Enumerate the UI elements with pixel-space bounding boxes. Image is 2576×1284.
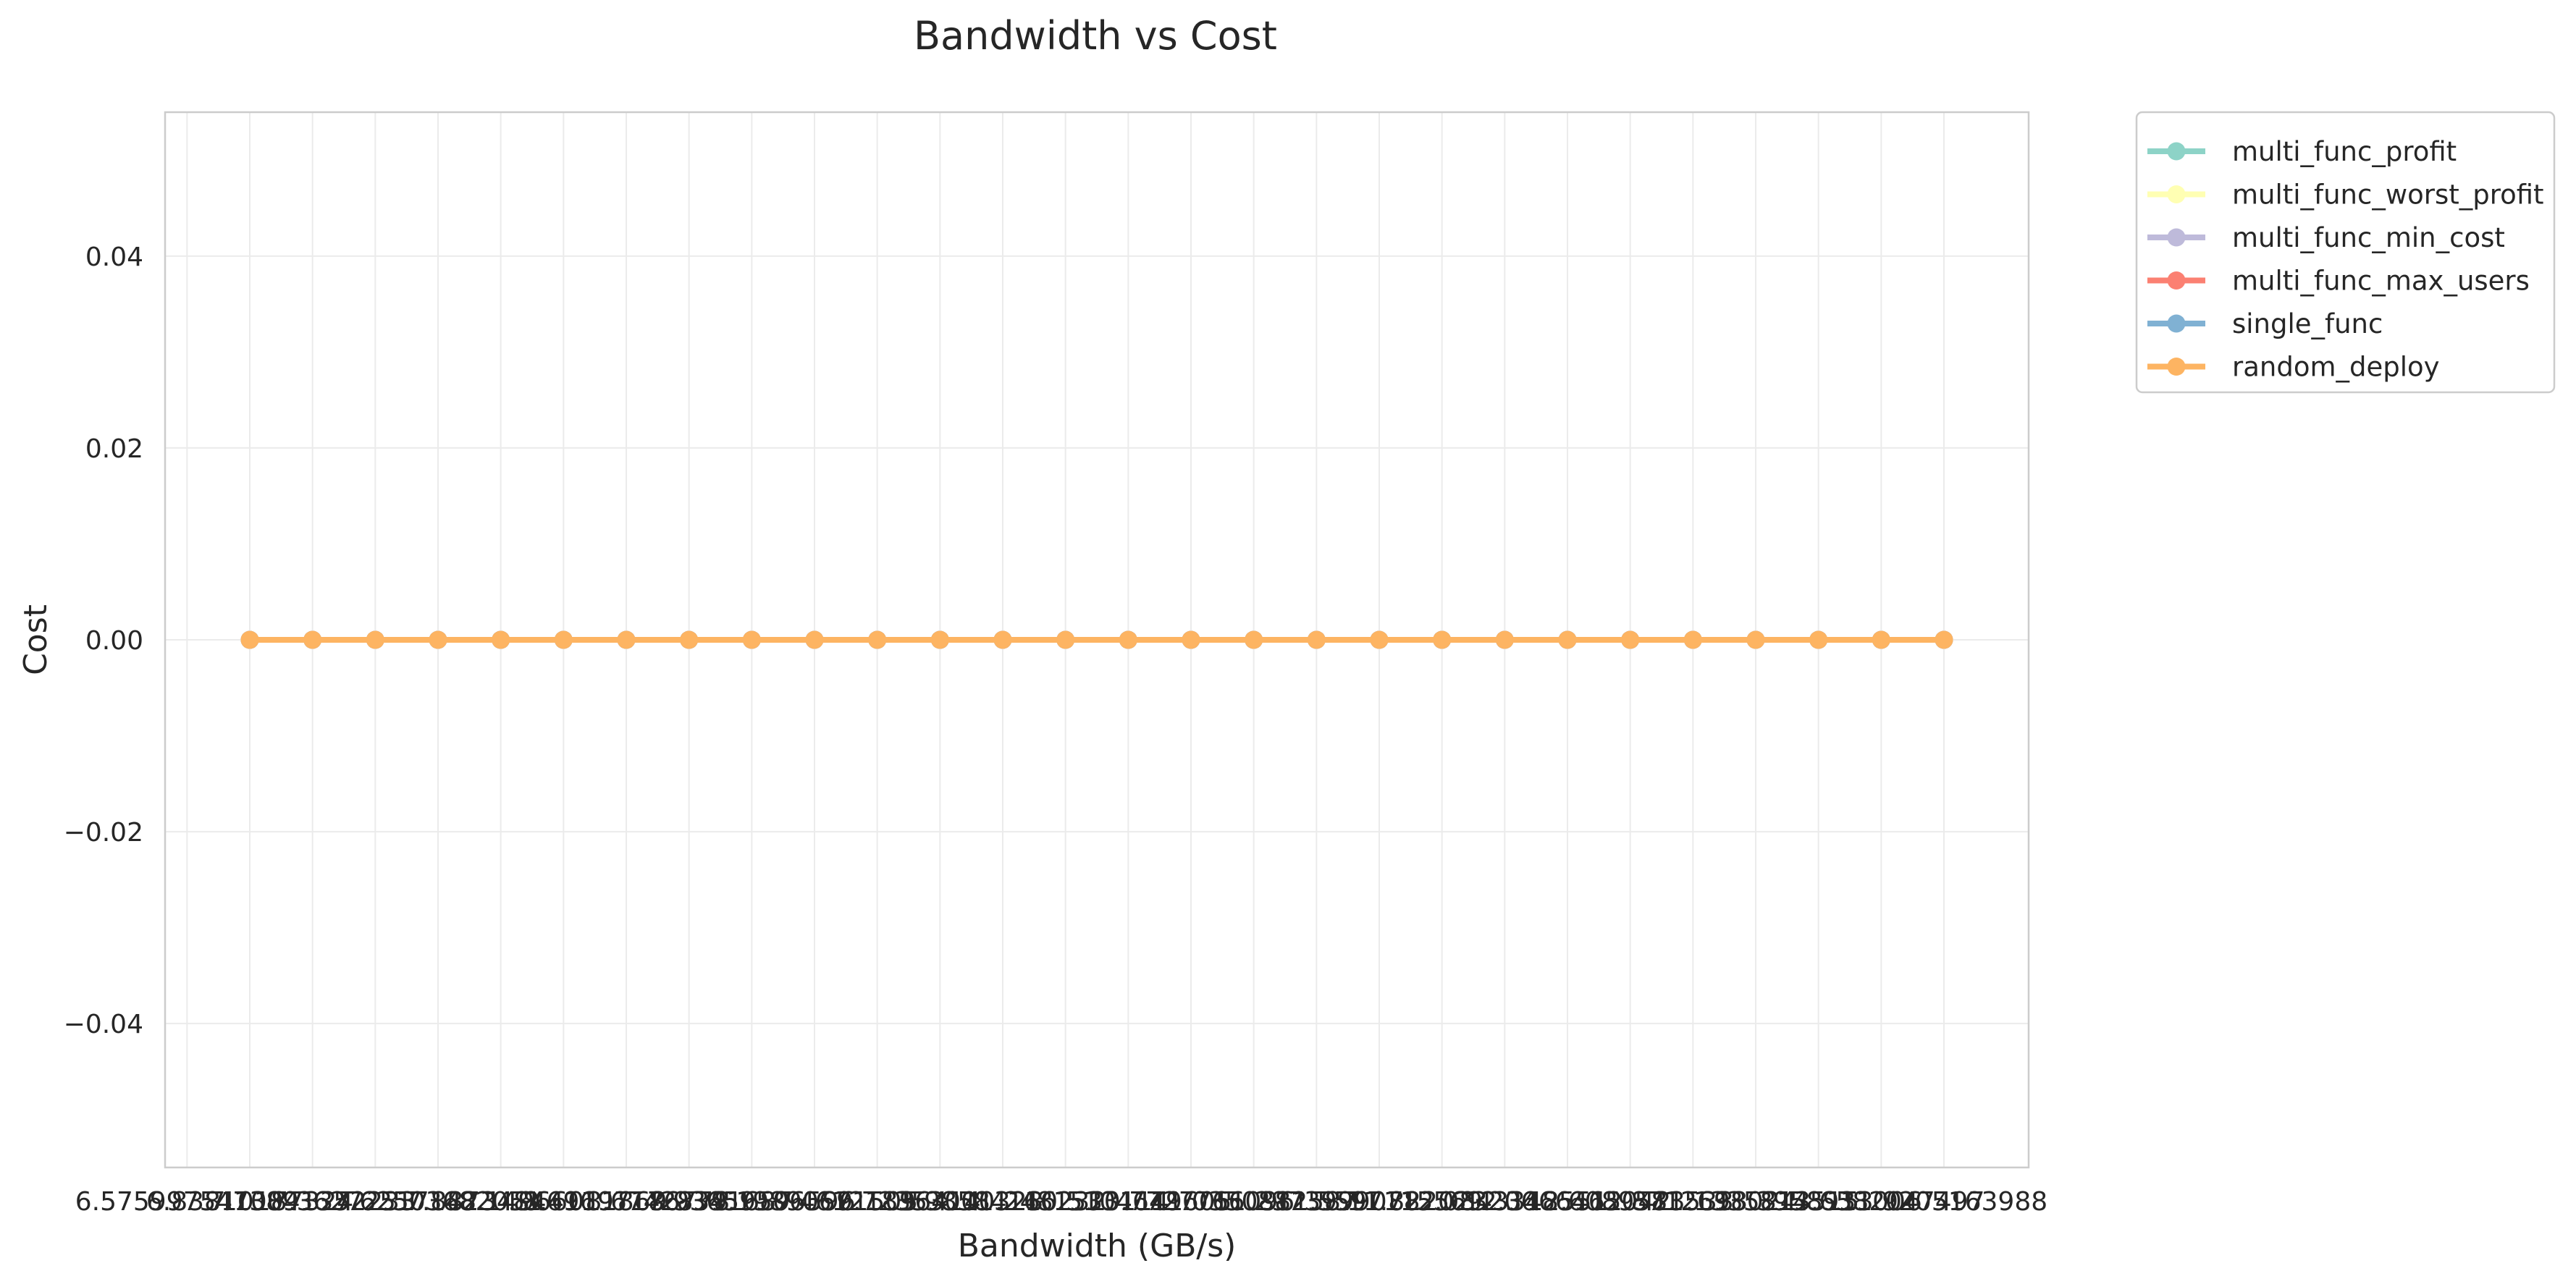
- legend-swatch-marker: [2167, 142, 2186, 161]
- chart-title: Bandwidth vs Cost: [914, 13, 1277, 59]
- legend-item: multi_func_profit: [2147, 136, 2457, 167]
- x-tick-label: 11.2973999078: [1213, 1187, 1420, 1217]
- data-point: [617, 630, 636, 649]
- legend-swatch-marker: [2167, 185, 2186, 203]
- x-tick-label: 6.575997547389: [75, 1187, 299, 1217]
- x-tick-label: 7.10041352233: [209, 1187, 416, 1217]
- x-tick-label: 13.9205163988: [1840, 1187, 2047, 1217]
- y-tick-label: −0.04: [64, 1010, 143, 1039]
- data-point: [303, 630, 322, 649]
- data-point: [1433, 630, 1452, 649]
- x-tick-label: 11.822023206: [1347, 1187, 1537, 1217]
- x-tick-label: 8.67428341687: [586, 1187, 793, 1217]
- legend-swatch-marker: [2167, 228, 2186, 247]
- x-tick-label: 13.3958931006: [1715, 1187, 1922, 1217]
- legend-item: multi_func_worst_profit: [2147, 179, 2544, 211]
- data-point: [742, 630, 761, 649]
- data-point: [1056, 630, 1075, 649]
- x-tick-label: 11.0350882587: [1150, 1187, 1358, 1217]
- y-tick-labels: 0.04 0.02 0.00 −0.02 −0.04: [64, 242, 143, 1039]
- x-tick-label: 9.72353001323: [836, 1187, 1043, 1217]
- data-point: [930, 630, 949, 649]
- y-tick-label: 0.00: [85, 626, 143, 656]
- data-point: [240, 630, 259, 649]
- data-point: [554, 630, 573, 649]
- data-point: [1746, 630, 1765, 649]
- data-point: [1935, 630, 1953, 649]
- legend-label: multi_func_min_cost: [2232, 222, 2505, 253]
- data-point: [680, 630, 699, 649]
- x-tick-labels: 6.5759975473896.838101873247.10041352233…: [75, 1187, 2047, 1217]
- legend-item: multi_func_max_users: [2147, 266, 2530, 297]
- data-point: [1872, 630, 1890, 649]
- x-tick-label: 8.93659506596: [648, 1187, 855, 1217]
- legend-label: single_func: [2232, 308, 2383, 339]
- x-tick-label: 7.8873484696: [405, 1187, 596, 1217]
- x-tick-label: 10.2481533114: [962, 1187, 1169, 1217]
- data-point: [1307, 630, 1326, 649]
- data-point: [1683, 630, 1702, 649]
- x-tick-label: 10.7727766096: [1087, 1187, 1295, 1217]
- legend-label: random_deploy: [2232, 352, 2440, 383]
- legend-swatch-marker: [2167, 271, 2186, 290]
- x-tick-label: 13.1335814515: [1652, 1187, 1859, 1217]
- data-point: [1370, 630, 1389, 649]
- data-point: [492, 630, 510, 649]
- x-tick-label: 8.41197176778: [523, 1187, 730, 1217]
- legend-label: multi_func_worst_profit: [2232, 179, 2544, 211]
- data-point: [868, 630, 887, 649]
- x-tick-label: 6.83810187324: [146, 1187, 353, 1217]
- x-tick-label: 7.62503682051: [334, 1187, 542, 1217]
- x-tick-label: 10.5104649605: [1024, 1187, 1232, 1217]
- x-tick-label: 12.8712698024: [1589, 1187, 1796, 1217]
- data-point: [1621, 630, 1640, 649]
- series-lines: [240, 630, 1953, 649]
- data-point: [1119, 630, 1137, 649]
- x-tick-label: 9.46121836414: [774, 1187, 981, 1217]
- x-tick-label: 12.0843348551: [1401, 1187, 1608, 1217]
- data-point: [805, 630, 824, 649]
- legend-item: single_func: [2147, 308, 2383, 339]
- x-tick-label: 9.98584166232: [899, 1187, 1106, 1217]
- y-tick-label: 0.02: [85, 434, 143, 464]
- data-point: [1245, 630, 1263, 649]
- legend-swatch-marker: [2167, 314, 2186, 333]
- x-tick-label: 8.14966011869: [460, 1187, 667, 1217]
- x-tick-label: 7.36272517142: [272, 1187, 479, 1217]
- x-tick-label: 12.3466465042: [1464, 1187, 1671, 1217]
- y-axis-label: Cost: [17, 604, 54, 675]
- plot-area-frame: [164, 111, 2030, 1169]
- x-tick-label: 13.6582047497: [1777, 1187, 1984, 1217]
- data-point: [366, 630, 384, 649]
- legend: multi_func_profit multi_func_worst_profit…: [2135, 111, 2556, 394]
- data-point: [429, 630, 447, 649]
- legend-item: random_deploy: [2147, 352, 2440, 383]
- legend-item: multi_func_min_cost: [2147, 222, 2505, 253]
- data-point: [1809, 630, 1828, 649]
- data-point: [1558, 630, 1577, 649]
- x-axis-label: Bandwidth (GB/s): [958, 1228, 1237, 1264]
- series-random_deploy: [240, 630, 1953, 649]
- legend-swatch-marker: [2167, 358, 2186, 376]
- y-tick-label: 0.04: [85, 242, 143, 272]
- legend-label: multi_func_max_users: [2232, 266, 2530, 297]
- y-tick-label: −0.02: [64, 818, 143, 848]
- data-point: [993, 630, 1012, 649]
- x-tick-label: 11.5597115569: [1276, 1187, 1483, 1217]
- data-point: [1182, 630, 1200, 649]
- legend-label: multi_func_profit: [2232, 136, 2457, 167]
- x-tick-label: 12.6089581533: [1527, 1187, 1734, 1217]
- legend-frame: [2135, 111, 2556, 394]
- x-tick-label: 9.19890671505: [711, 1187, 918, 1217]
- data-point: [1495, 630, 1514, 649]
